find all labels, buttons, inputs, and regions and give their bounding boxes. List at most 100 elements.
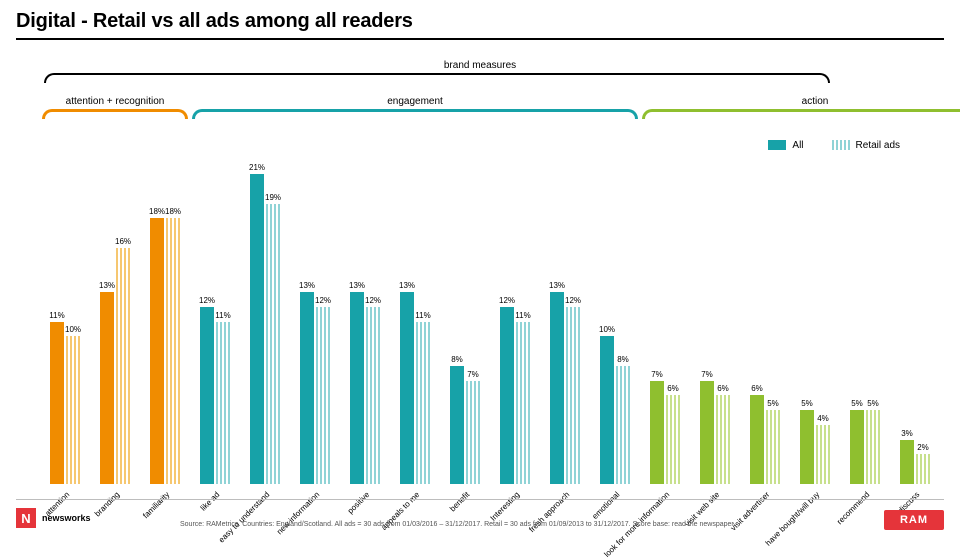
bar-value: 8% bbox=[451, 355, 463, 364]
bar-value: 19% bbox=[265, 193, 281, 202]
group-label: action bbox=[802, 96, 829, 107]
bar-value: 13% bbox=[99, 281, 115, 290]
group-bracket bbox=[642, 109, 960, 119]
chart-category: 12%11%like ad bbox=[190, 160, 240, 484]
bar-value: 5% bbox=[801, 399, 813, 408]
bar-chart: 11%10%attention13%16%branding18%18%famil… bbox=[40, 160, 940, 484]
bar-retail bbox=[716, 395, 730, 484]
chart-category: 7%6%visit web site bbox=[690, 160, 740, 484]
bar-value: 6% bbox=[717, 384, 729, 393]
chart-category: 13%12%positive bbox=[340, 160, 390, 484]
bar-retail bbox=[766, 410, 780, 484]
x-axis-label: Interesting bbox=[489, 490, 522, 523]
chart-category: 8%7%benefit bbox=[440, 160, 490, 484]
bar-value: 12% bbox=[199, 296, 215, 305]
source-text: Source: RAMetrics. Countries: England/Sc… bbox=[180, 521, 850, 530]
bar-value: 5% bbox=[851, 399, 863, 408]
bar-value: 10% bbox=[65, 325, 81, 334]
brand-measures-label: brand measures bbox=[444, 60, 516, 71]
bar-value: 13% bbox=[399, 281, 415, 290]
chart-category: 21%19%easy to understand bbox=[240, 160, 290, 484]
bar-value: 12% bbox=[499, 296, 515, 305]
legend-all: All bbox=[768, 140, 803, 151]
chart-category: 13%11%appeals to me bbox=[390, 160, 440, 484]
bar-value: 13% bbox=[549, 281, 565, 290]
bar-retail bbox=[916, 454, 930, 484]
group-bracket bbox=[42, 109, 188, 119]
bar-retail bbox=[66, 336, 80, 484]
bar-all bbox=[600, 336, 614, 484]
bar-all bbox=[300, 292, 314, 484]
bar-value: 5% bbox=[767, 399, 779, 408]
bar-all bbox=[500, 307, 514, 484]
bar-all bbox=[50, 322, 64, 484]
bar-retail bbox=[566, 307, 580, 484]
bar-retail bbox=[866, 410, 880, 484]
bar-value: 6% bbox=[751, 384, 763, 393]
chart-category: 7%6%look for more information bbox=[640, 160, 690, 484]
chart-category: 12%11%Interesting bbox=[490, 160, 540, 484]
bar-all bbox=[450, 366, 464, 484]
bar-retail bbox=[666, 395, 680, 484]
bar-retail bbox=[316, 307, 330, 484]
bar-all bbox=[850, 410, 864, 484]
bar-retail bbox=[216, 322, 230, 484]
group-label: attention + recognition bbox=[66, 96, 165, 107]
bar-value: 3% bbox=[901, 429, 913, 438]
chart-category: 6%5%visit advertiser bbox=[740, 160, 790, 484]
bar-value: 7% bbox=[651, 370, 663, 379]
bar-value: 11% bbox=[215, 311, 230, 320]
bar-retail bbox=[466, 381, 480, 484]
x-axis-label: branding bbox=[93, 490, 121, 518]
x-axis-label: benefit bbox=[448, 490, 471, 513]
bar-value: 11% bbox=[415, 311, 430, 320]
x-axis-label: familiarity bbox=[141, 490, 171, 520]
chart-category: 10%8%emotional bbox=[590, 160, 640, 484]
group-label: engagement bbox=[387, 96, 443, 107]
bar-value: 13% bbox=[299, 281, 315, 290]
n-icon: N bbox=[16, 508, 36, 528]
bar-all bbox=[150, 218, 164, 484]
bar-value: 2% bbox=[917, 443, 929, 452]
bar-retail bbox=[366, 307, 380, 484]
bar-all bbox=[550, 292, 564, 484]
bar-value: 12% bbox=[565, 296, 581, 305]
bar-value: 16% bbox=[115, 237, 131, 246]
x-axis-label: emotional bbox=[590, 490, 621, 521]
bar-value: 8% bbox=[617, 355, 629, 364]
x-axis-label: like ad bbox=[199, 490, 222, 513]
legend: All Retail ads bbox=[768, 140, 900, 151]
bar-value: 7% bbox=[701, 370, 713, 379]
bar-all bbox=[200, 307, 214, 484]
bar-retail bbox=[116, 248, 130, 484]
bar-retail bbox=[266, 204, 280, 484]
bar-all bbox=[650, 381, 664, 484]
page-title: Digital - Retail vs all ads among all re… bbox=[16, 10, 413, 33]
chart-category: 3%2%discuss bbox=[890, 160, 940, 484]
bar-value: 18% bbox=[165, 207, 181, 216]
bar-all bbox=[100, 292, 114, 484]
chart-category: 5%4%have bought/will buy bbox=[790, 160, 840, 484]
bar-retail bbox=[816, 425, 830, 484]
bar-value: 6% bbox=[667, 384, 679, 393]
bar-value: 12% bbox=[365, 296, 381, 305]
bar-all bbox=[900, 440, 914, 484]
newsworks-logo: N newsworks bbox=[16, 508, 91, 528]
bar-retail bbox=[516, 322, 530, 484]
chart-category: 11%10%attention bbox=[40, 160, 90, 484]
bar-value: 4% bbox=[817, 414, 829, 423]
bar-retail bbox=[616, 366, 630, 484]
ram-logo: RAM bbox=[884, 510, 944, 530]
bar-all bbox=[400, 292, 414, 484]
bar-value: 5% bbox=[867, 399, 879, 408]
chart-category: 13%16%branding bbox=[90, 160, 140, 484]
title-underline bbox=[16, 38, 944, 40]
bar-value: 13% bbox=[349, 281, 365, 290]
bar-all bbox=[250, 174, 264, 484]
group-bracket bbox=[192, 109, 638, 119]
bar-value: 21% bbox=[249, 163, 265, 172]
bar-value: 11% bbox=[49, 311, 64, 320]
bar-value: 12% bbox=[315, 296, 331, 305]
chart-category: 5%5%recommend bbox=[840, 160, 890, 484]
chart-category: 13%12%new information bbox=[290, 160, 340, 484]
